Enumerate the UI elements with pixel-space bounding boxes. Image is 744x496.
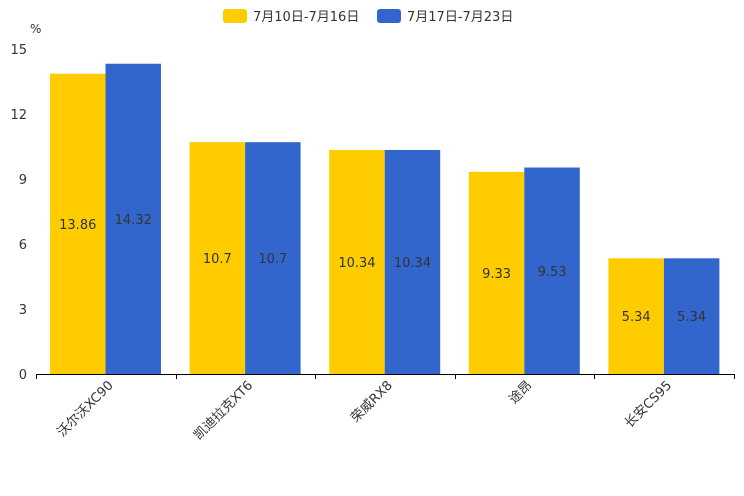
- data-label: 14.32: [115, 213, 152, 228]
- x-tick-label: 荣威RX8: [348, 378, 396, 426]
- data-label: 10.34: [394, 256, 431, 271]
- y-tick-label: 6: [19, 238, 27, 253]
- bar: [384, 149, 441, 374]
- bar: [663, 258, 720, 374]
- data-label: 5.34: [622, 310, 651, 325]
- bar: [608, 258, 664, 374]
- legend-label: 7月17日-7月23日: [407, 10, 513, 25]
- y-tick-label: 9: [19, 173, 27, 188]
- bar: [329, 149, 385, 374]
- data-label: 9.33: [482, 267, 511, 282]
- bar: [524, 167, 580, 374]
- y-tick-label: 0: [19, 368, 27, 383]
- legend-swatch: [223, 9, 247, 23]
- legend-label: 7月10日-7月16日: [253, 10, 359, 25]
- data-label: 9.53: [538, 265, 567, 280]
- bar: [468, 171, 525, 374]
- y-axis-label: %: [30, 22, 41, 36]
- bar: [50, 73, 106, 374]
- bar: [105, 63, 161, 374]
- bar: [245, 142, 301, 374]
- legend-swatch: [377, 9, 401, 23]
- bar: [189, 142, 246, 374]
- y-tick-label: 12: [10, 108, 27, 123]
- y-tick-label: 15: [10, 43, 27, 58]
- data-label: 13.86: [59, 218, 96, 233]
- x-tick-label: 途昂: [506, 378, 536, 408]
- data-label: 10.7: [203, 252, 232, 267]
- data-label: 10.7: [258, 252, 287, 267]
- x-tick-label: 长安CS95: [622, 378, 675, 431]
- x-tick-label: 沃尔沃XC90: [55, 378, 117, 440]
- data-label: 5.34: [677, 310, 706, 325]
- data-label: 10.34: [338, 256, 375, 271]
- x-tick-label: 凯迪拉克XT6: [191, 378, 256, 443]
- y-tick-label: 3: [19, 303, 27, 318]
